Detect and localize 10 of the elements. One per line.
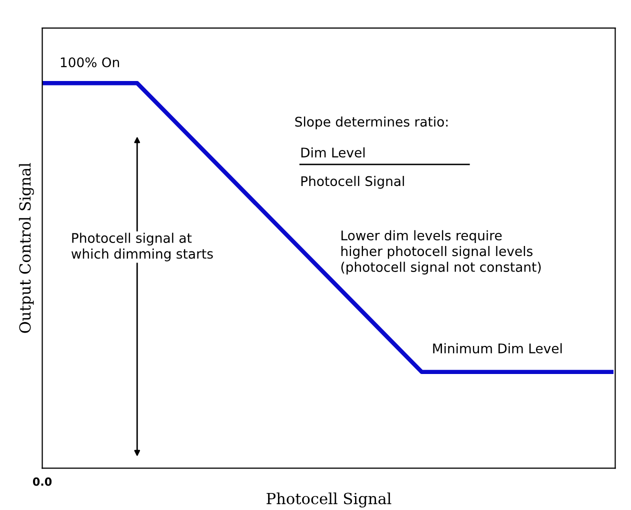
annotation: Lower dim levels require higher photocell signal levels (photocell signal not constant) <box>341 230 541 275</box>
annotation: Photocell signal at which dimming starts <box>71 232 213 262</box>
x-axis-title: Photocell Signal <box>266 492 392 508</box>
annotation: Minimum Dim Level <box>433 343 562 354</box>
annotation: Slope determines ratio: <box>295 116 448 130</box>
annotation: Photocell Signal <box>301 176 404 189</box>
annotation: Dim Level <box>301 147 365 158</box>
text: 0.0 <box>32 477 52 486</box>
y-axis-title: Output Control Signal <box>18 162 34 333</box>
text: 100% On <box>60 57 120 68</box>
